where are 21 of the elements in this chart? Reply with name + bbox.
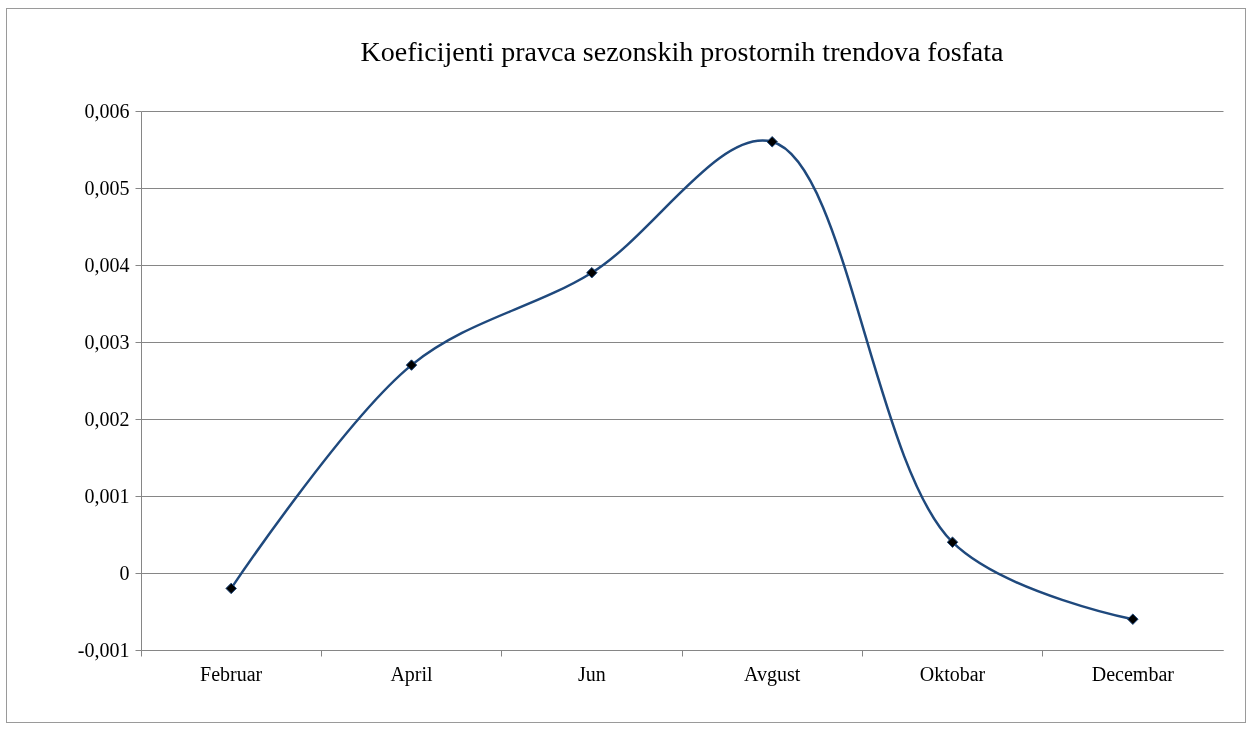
point — [766, 136, 778, 148]
y-tick-label: 0,004 — [84, 253, 130, 276]
x-tick-label: Decembar — [1091, 662, 1175, 685]
x-tick-label: Oktobar — [919, 662, 986, 685]
chart-title: Koeficijenti pravca sezonskih prostornih trendova fosfata — [360, 36, 1005, 67]
point — [586, 266, 598, 279]
x-tick-label: Februar — [200, 662, 263, 685]
y-tick-label: 0,003 — [84, 330, 130, 353]
point — [225, 582, 237, 595]
y-tick-label: 0,006 — [84, 99, 130, 122]
y-tick-label: -0,001 — [77, 638, 130, 661]
y-tick-label: 0,002 — [84, 407, 130, 430]
y-tick-label: 0,001 — [84, 484, 130, 507]
point — [1127, 613, 1139, 625]
x-tick-label: April — [390, 662, 434, 686]
x-tick-label: Avgust — [744, 662, 801, 686]
x-tick-label: Jun — [577, 662, 606, 685]
point — [405, 359, 418, 371]
point — [946, 536, 959, 548]
y-tick-label: 0,005 — [84, 176, 130, 199]
y-tick-label: 0 — [119, 561, 130, 584]
